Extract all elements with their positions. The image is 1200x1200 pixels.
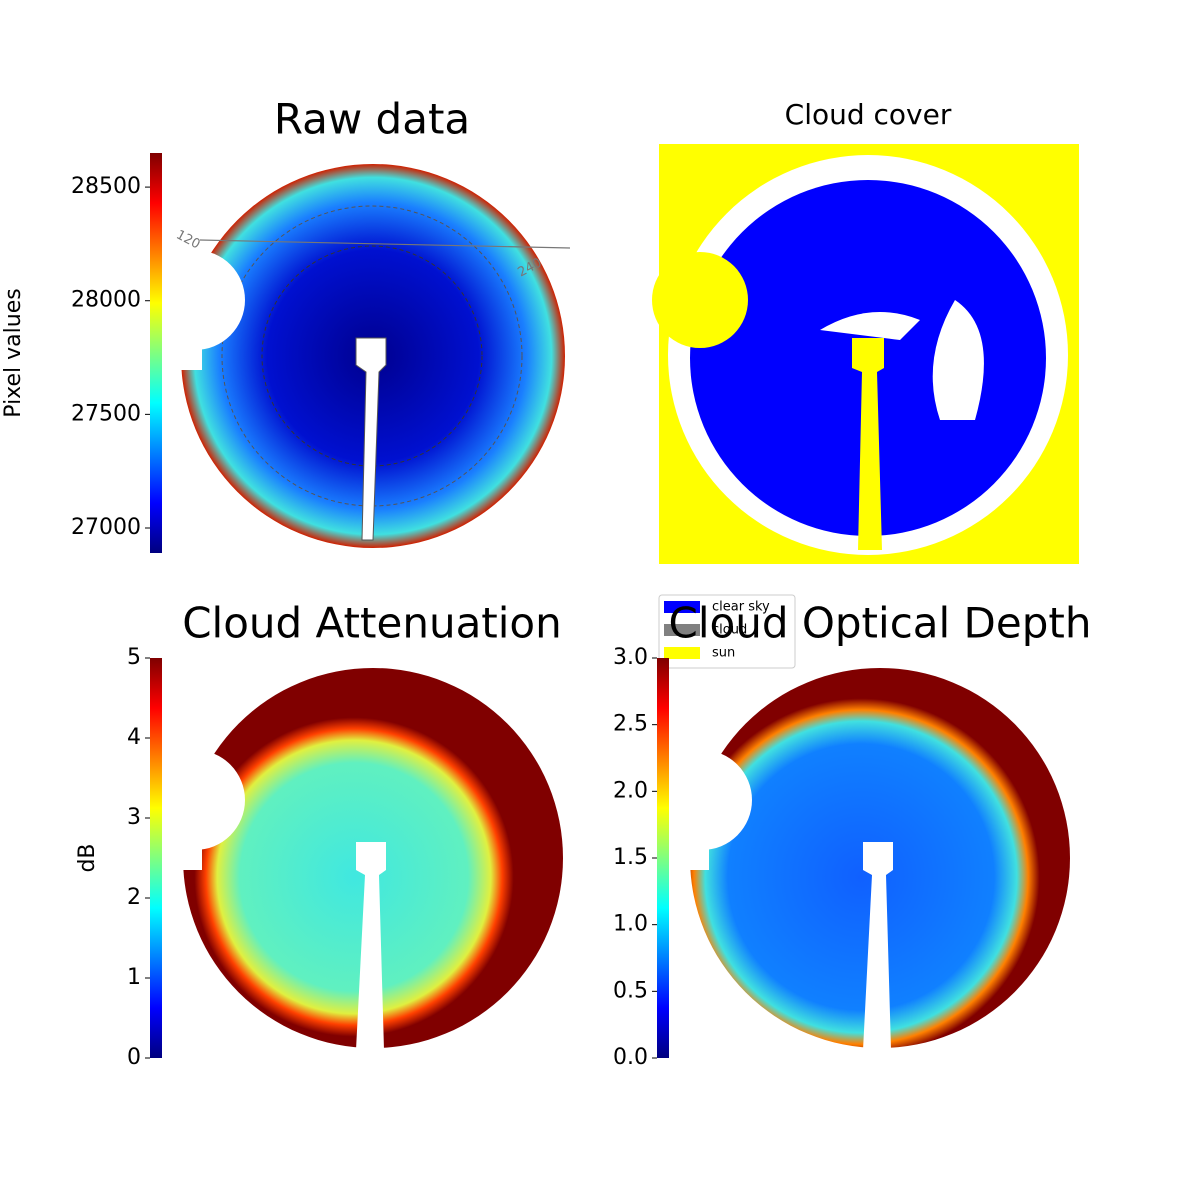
colorbar-tick-label: 1: [127, 965, 141, 990]
angle-label: 120: [174, 228, 203, 253]
colorbar-tick-label: 2.5: [613, 712, 648, 737]
raw-image: [145, 164, 571, 548]
legend-label: clear sky: [712, 600, 770, 615]
colorbar-tick-label: 1.0: [613, 912, 648, 937]
colorbar-tick-label: 5: [127, 645, 141, 670]
panel-title: Raw data: [274, 95, 470, 144]
panel-title: Cloud Optical Depth: [669, 599, 1092, 648]
panel-title: Cloud Attenuation: [182, 599, 562, 648]
colorbar-tick-label: 28000: [71, 288, 141, 313]
colorbar-tick-label: 0.5: [613, 978, 648, 1003]
colorbar-tick-label: 1.5: [613, 845, 648, 870]
colorbar-tick-label: 27000: [71, 515, 141, 540]
legend-swatch: [664, 624, 700, 636]
colorbar: [657, 658, 669, 1058]
colorbar-tick-label: 0.0: [613, 1045, 648, 1070]
legend-swatch: [664, 647, 700, 659]
colorbar-label: Pixel values: [1, 288, 26, 417]
colorbar-tick-label: 3: [127, 805, 141, 830]
colorbar-tick-label: 28500: [71, 174, 141, 199]
colorbar-tick-label: 2.0: [613, 778, 648, 803]
attenuation-image: [145, 668, 563, 1050]
colorbar: [150, 658, 162, 1058]
cloud-cover-image: [652, 144, 1079, 564]
legend-label: sun: [712, 646, 735, 661]
colorbar-tick-label: 27500: [71, 401, 141, 426]
optical-depth-image: [652, 668, 1070, 1050]
colorbar-tick-label: 4: [127, 725, 141, 750]
colorbar-tick-label: 0: [127, 1045, 141, 1070]
panel-title: Cloud cover: [785, 98, 952, 131]
legend-swatch: [664, 601, 700, 613]
colorbar-tick-label: 3.0: [613, 645, 648, 670]
legend-label: cloud: [712, 623, 747, 638]
colorbar: [150, 153, 162, 553]
colorbar-tick-label: 2: [127, 885, 141, 910]
colorbar-label: dB: [75, 843, 100, 872]
